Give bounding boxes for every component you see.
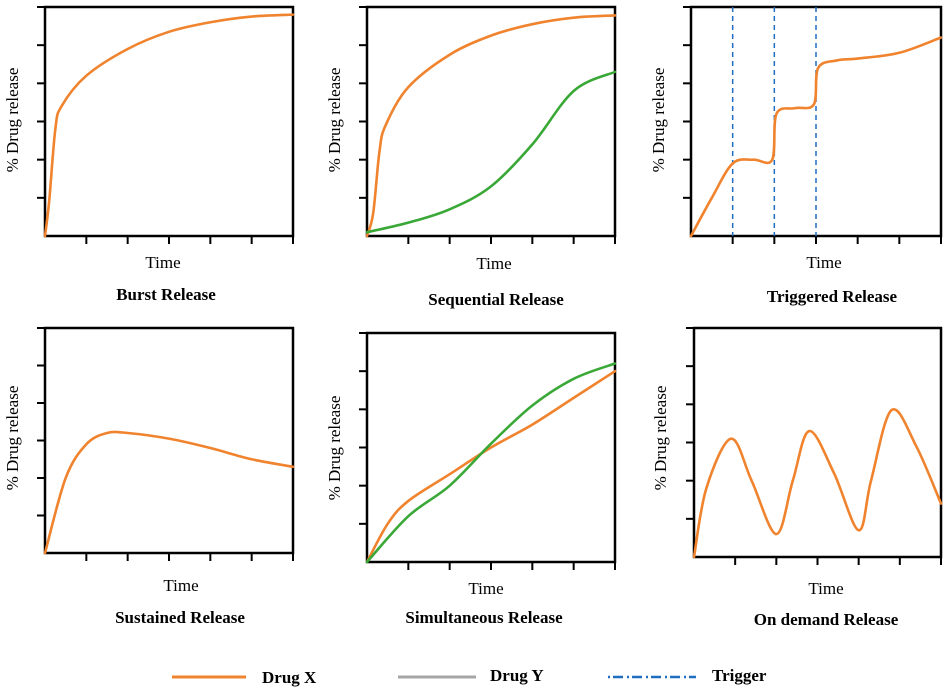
panel-simultaneous-release: Time % Drug release Simultaneous Release — [325, 331, 617, 627]
plot-frame — [689, 5, 943, 238]
panel-title: On demand Release — [754, 610, 899, 629]
y-axis-label: % Drug release — [325, 396, 344, 501]
series-line-drug-x — [689, 36, 943, 238]
legend-label-trigger: Trigger — [712, 666, 767, 685]
panel-title: Sustained Release — [115, 608, 245, 627]
series-line-drug-x — [692, 408, 943, 559]
panel-on-demand-release: Time % Drug release On demand Release — [651, 326, 943, 629]
y-axis-label: % Drug release — [3, 68, 22, 173]
y-axis-label: % Drug release — [651, 386, 670, 491]
series-line-drug-y — [365, 70, 617, 234]
legend-label-drug-x: Drug X — [262, 668, 317, 687]
panel-title: Simultaneous Release — [405, 608, 563, 627]
x-axis-label: Time — [806, 253, 841, 272]
plot-frame — [43, 5, 295, 238]
x-axis-label: Time — [468, 579, 503, 598]
y-axis-label: % Drug release — [649, 68, 668, 173]
legend: Drug X Drug Y Trigger — [172, 666, 767, 687]
y-axis-label: % Drug release — [3, 386, 22, 491]
y-axis-label: % Drug release — [325, 68, 344, 173]
plot-frame — [692, 326, 943, 559]
series-line-drug-x — [365, 14, 617, 238]
panel-burst-release: Time % Drug release Burst Release — [3, 5, 295, 304]
x-axis-label: Time — [476, 254, 511, 273]
panel-sustained-release: Time % Drug release Sustained Release — [3, 326, 295, 627]
plot-frame — [43, 326, 295, 555]
panel-triggered-release: Time % Drug release Triggered Release — [649, 5, 943, 306]
series-line-drug-y — [365, 362, 617, 564]
x-axis-label: Time — [145, 253, 180, 272]
panel-sequential-release: Time % Drug release Sequential Release — [325, 5, 617, 309]
panel-title: Triggered Release — [767, 287, 898, 306]
panel-title: Burst Release — [116, 285, 216, 304]
panel-title: Sequential Release — [428, 290, 564, 309]
x-axis-label: Time — [808, 579, 843, 598]
series-line-drug-x — [365, 369, 617, 564]
legend-label-drug-y: Drug Y — [490, 666, 544, 685]
x-axis-label: Time — [163, 576, 198, 595]
series-line-drug-x — [43, 430, 295, 555]
series-line-drug-x — [43, 13, 295, 238]
plot-frame — [365, 5, 617, 238]
